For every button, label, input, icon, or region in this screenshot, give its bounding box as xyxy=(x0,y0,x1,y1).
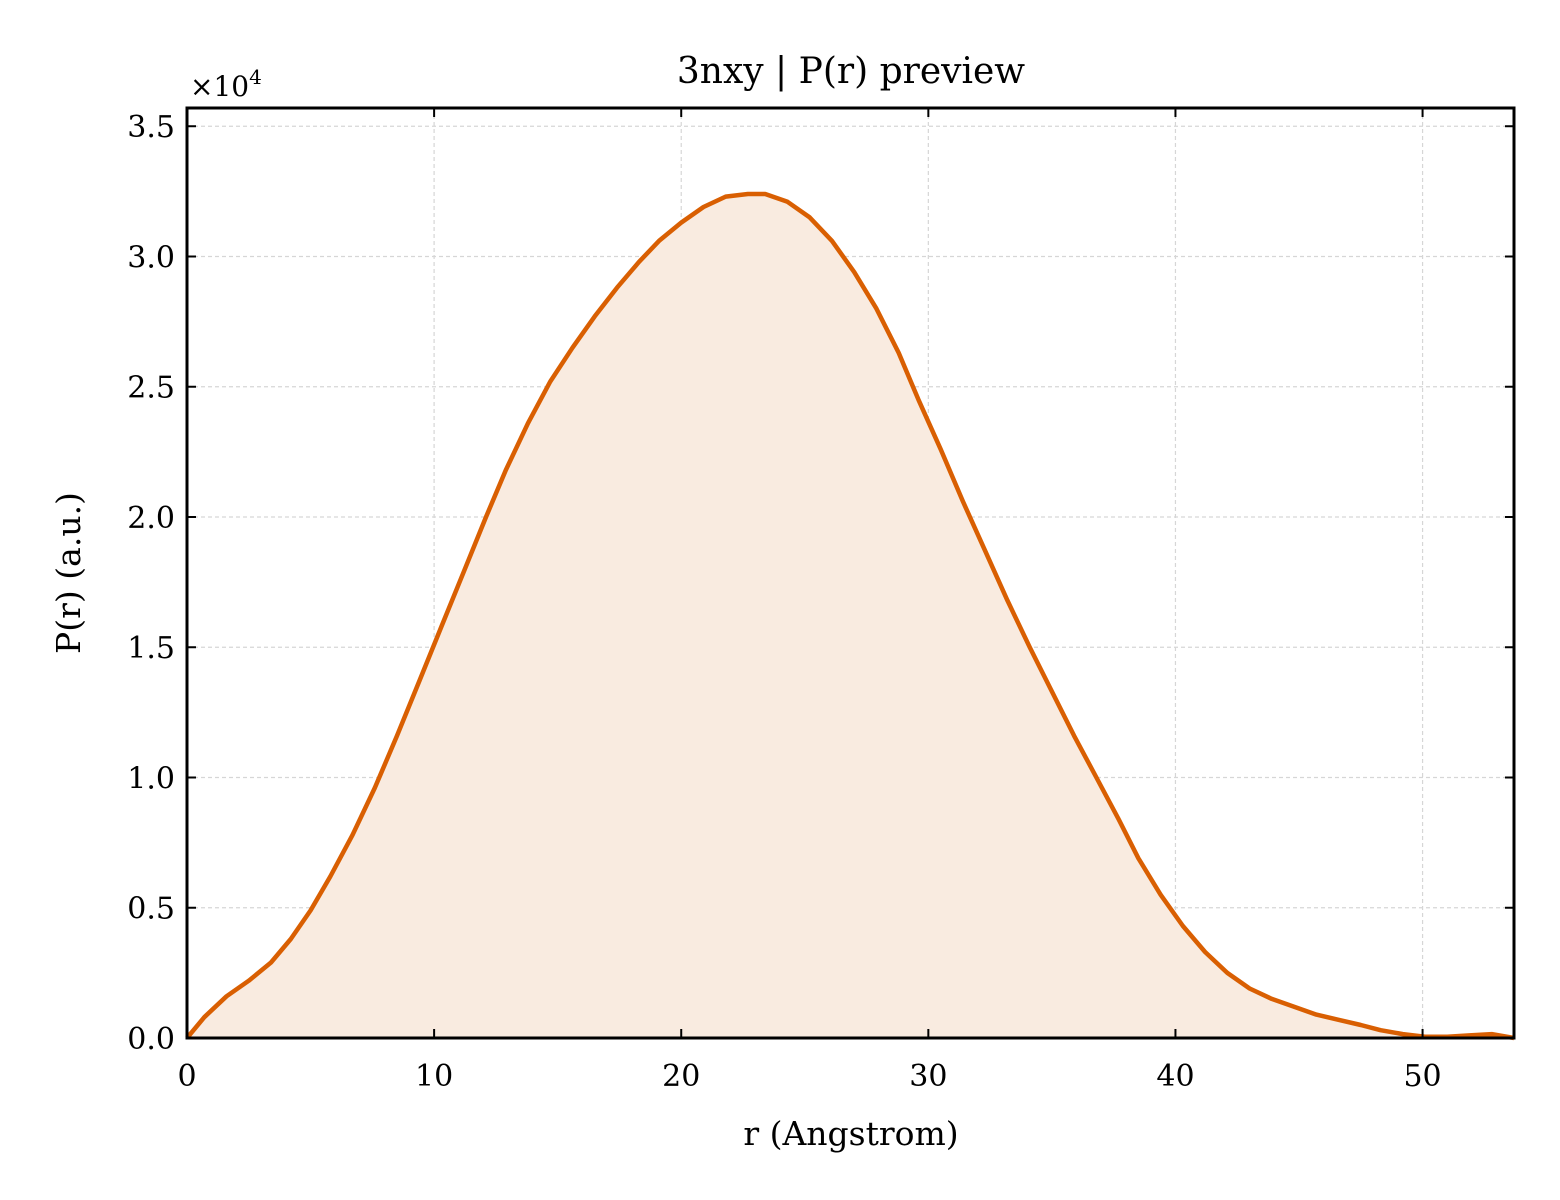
y-tick-label: 0.0 xyxy=(127,1022,175,1057)
y-tick-label: 3.5 xyxy=(127,110,175,145)
x-axis-label: r (Angstrom) xyxy=(743,1114,958,1153)
x-tick-label: 40 xyxy=(1156,1059,1194,1094)
y-tick-label: 1.0 xyxy=(127,761,175,796)
y-multiplier-exponent: 4 xyxy=(249,65,262,89)
area-fill xyxy=(187,194,1514,1038)
y-multiplier-base: ×10 xyxy=(190,70,249,103)
x-tick-labels: 0 10 20 30 40 50 xyxy=(177,1059,1441,1094)
y-tick-label: 2.5 xyxy=(127,371,175,406)
x-tick-label: 20 xyxy=(662,1059,700,1094)
plot-area xyxy=(185,191,1515,1041)
x-tick-label: 0 xyxy=(177,1059,196,1094)
axes-frame xyxy=(185,106,1516,1040)
y-tick-label: 0.5 xyxy=(127,892,175,927)
chart-title: 3nxy | P(r) preview xyxy=(677,51,1025,92)
series-line xyxy=(185,191,1515,1041)
x-tick-label: 10 xyxy=(415,1059,453,1094)
y-tick-labels: 0.0 0.5 1.0 1.5 2.0 2.5 3.0 3.5 xyxy=(127,110,175,1057)
y-axis-multiplier: ×104 xyxy=(190,65,262,103)
y-tick-label: 1.5 xyxy=(127,631,175,666)
y-tick-label: 2.0 xyxy=(127,501,175,536)
x-tick-label: 50 xyxy=(1403,1059,1441,1094)
y-tick-label: 3.0 xyxy=(127,240,175,275)
y-axis-label: P(r) (a.u.) xyxy=(49,492,88,654)
x-tick-label: 30 xyxy=(909,1059,947,1094)
